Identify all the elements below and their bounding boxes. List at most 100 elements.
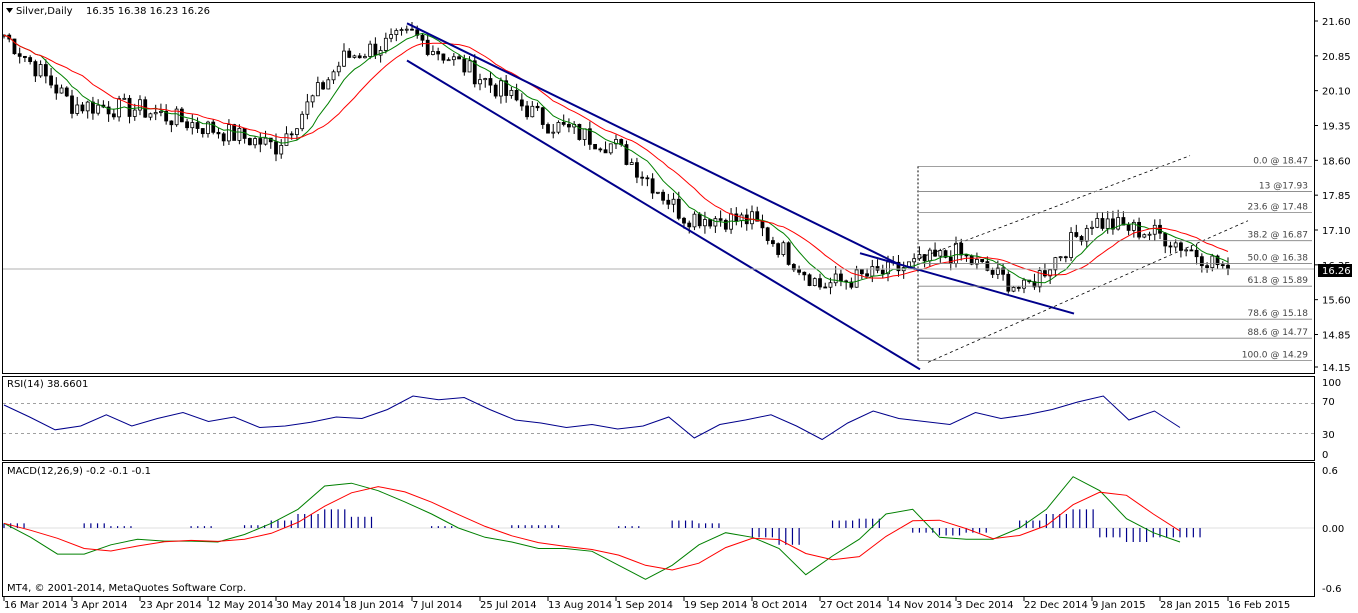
candle-body xyxy=(122,97,127,100)
candle-body xyxy=(289,133,294,136)
candle-body xyxy=(1116,217,1121,230)
candle-body xyxy=(750,211,754,225)
candle-body xyxy=(33,61,38,77)
ma-fast-line xyxy=(3,32,1229,284)
candle-body xyxy=(478,79,482,85)
candle-body xyxy=(80,104,85,112)
candle-body xyxy=(896,261,901,272)
candle-body xyxy=(1058,256,1063,259)
candle-body xyxy=(258,138,263,145)
fibonacci-level-label: 13 @17.93 xyxy=(1259,181,1308,191)
candle-body xyxy=(169,120,174,126)
ma-slow-line xyxy=(3,34,1229,279)
candle-body xyxy=(331,71,336,81)
rising-channel-lower xyxy=(927,220,1249,363)
candle-body xyxy=(1048,269,1053,277)
candle-body xyxy=(185,121,189,129)
fibonacci-level-label: 61.8 @ 15.89 xyxy=(1247,276,1308,286)
candle-body xyxy=(760,220,765,229)
candle-body xyxy=(23,55,27,58)
candle-body xyxy=(211,121,216,133)
candle-body xyxy=(1022,279,1026,289)
price-tick-label: 17.10 xyxy=(1322,226,1351,237)
candle-body xyxy=(49,75,53,86)
candle-body xyxy=(692,213,697,228)
date-tick-label: 14 Nov 2014 xyxy=(888,600,952,611)
candle-body xyxy=(227,124,231,142)
candle-body xyxy=(363,56,367,59)
price-tick-label: 19.35 xyxy=(1322,121,1351,132)
candle-body xyxy=(608,143,613,154)
candle-body xyxy=(38,64,43,77)
candle-body xyxy=(1074,232,1079,237)
candle-body xyxy=(373,43,378,56)
candle-body xyxy=(357,55,362,59)
candle-body xyxy=(70,95,74,114)
candle-body xyxy=(718,218,723,221)
candle-body xyxy=(493,84,498,97)
candle-body xyxy=(352,55,357,58)
rsi-tick-0: 0 xyxy=(1322,450,1328,461)
candle-body xyxy=(1215,255,1220,266)
candle-body xyxy=(404,28,409,31)
candle-body xyxy=(274,141,278,155)
candle-body xyxy=(645,177,650,180)
candle-body xyxy=(336,65,341,73)
rsi-tick-100: 100 xyxy=(1322,378,1341,389)
macd-signal-line xyxy=(3,486,1181,571)
price-tick-label: 14.85 xyxy=(1322,330,1351,341)
date-tick-label: 9 Jan 2015 xyxy=(1092,600,1146,611)
price-tick-label: 18.60 xyxy=(1322,156,1351,167)
candle-body xyxy=(315,82,320,97)
date-tick-label: 27 Oct 2014 xyxy=(820,600,882,611)
candle-body xyxy=(880,269,885,275)
candle-body xyxy=(59,87,64,94)
price-axis: 21.6020.8520.1019.3518.6017.8517.1016.35… xyxy=(1314,17,1351,374)
candle-body xyxy=(17,53,22,57)
candle-body xyxy=(1090,226,1094,229)
date-tick-label: 12 May 2014 xyxy=(208,600,273,611)
candle-body xyxy=(1173,242,1178,248)
candle-body xyxy=(132,109,137,117)
candle-body xyxy=(1152,224,1157,235)
date-tick-label: 1 Sep 2014 xyxy=(616,600,673,611)
candle-body xyxy=(530,105,535,118)
candle-body xyxy=(1220,264,1225,267)
candle-body xyxy=(713,218,718,227)
price-tick-label: 15.60 xyxy=(1322,296,1351,307)
macd-tick-zero: 0.00 xyxy=(1322,524,1344,535)
candle-body xyxy=(1037,270,1042,288)
candle-body xyxy=(368,43,373,57)
candle-body xyxy=(1205,265,1209,269)
candle-body xyxy=(922,254,927,262)
candle-body xyxy=(326,79,331,90)
candle-body xyxy=(635,162,639,178)
macd-panel-frame xyxy=(2,462,1315,597)
price-tick-label: 20.10 xyxy=(1322,87,1351,98)
candle-body xyxy=(839,273,843,282)
candle-body xyxy=(833,273,838,284)
candle-body xyxy=(823,286,828,289)
candle-body xyxy=(127,97,132,117)
candle-body xyxy=(655,191,660,194)
candle-body xyxy=(1001,267,1005,275)
candle-body xyxy=(1084,227,1089,242)
candle-body xyxy=(765,227,770,241)
candle-body xyxy=(587,128,592,145)
current-price-marker xyxy=(1318,264,1352,277)
candle-body xyxy=(310,95,315,103)
candle-body xyxy=(708,219,713,227)
candle-body xyxy=(807,274,812,286)
date-tick-label: 19 Sep 2014 xyxy=(684,600,747,611)
candle-body xyxy=(1095,218,1100,228)
candle-body xyxy=(661,191,665,201)
candle-body xyxy=(514,89,519,101)
candle-body xyxy=(431,51,435,55)
candle-body xyxy=(1100,218,1105,229)
candle-body xyxy=(96,104,101,114)
candle-body xyxy=(519,99,524,107)
triangle-down-icon[interactable] xyxy=(6,8,13,13)
candle-body xyxy=(1137,221,1141,238)
candle-body xyxy=(802,271,807,276)
